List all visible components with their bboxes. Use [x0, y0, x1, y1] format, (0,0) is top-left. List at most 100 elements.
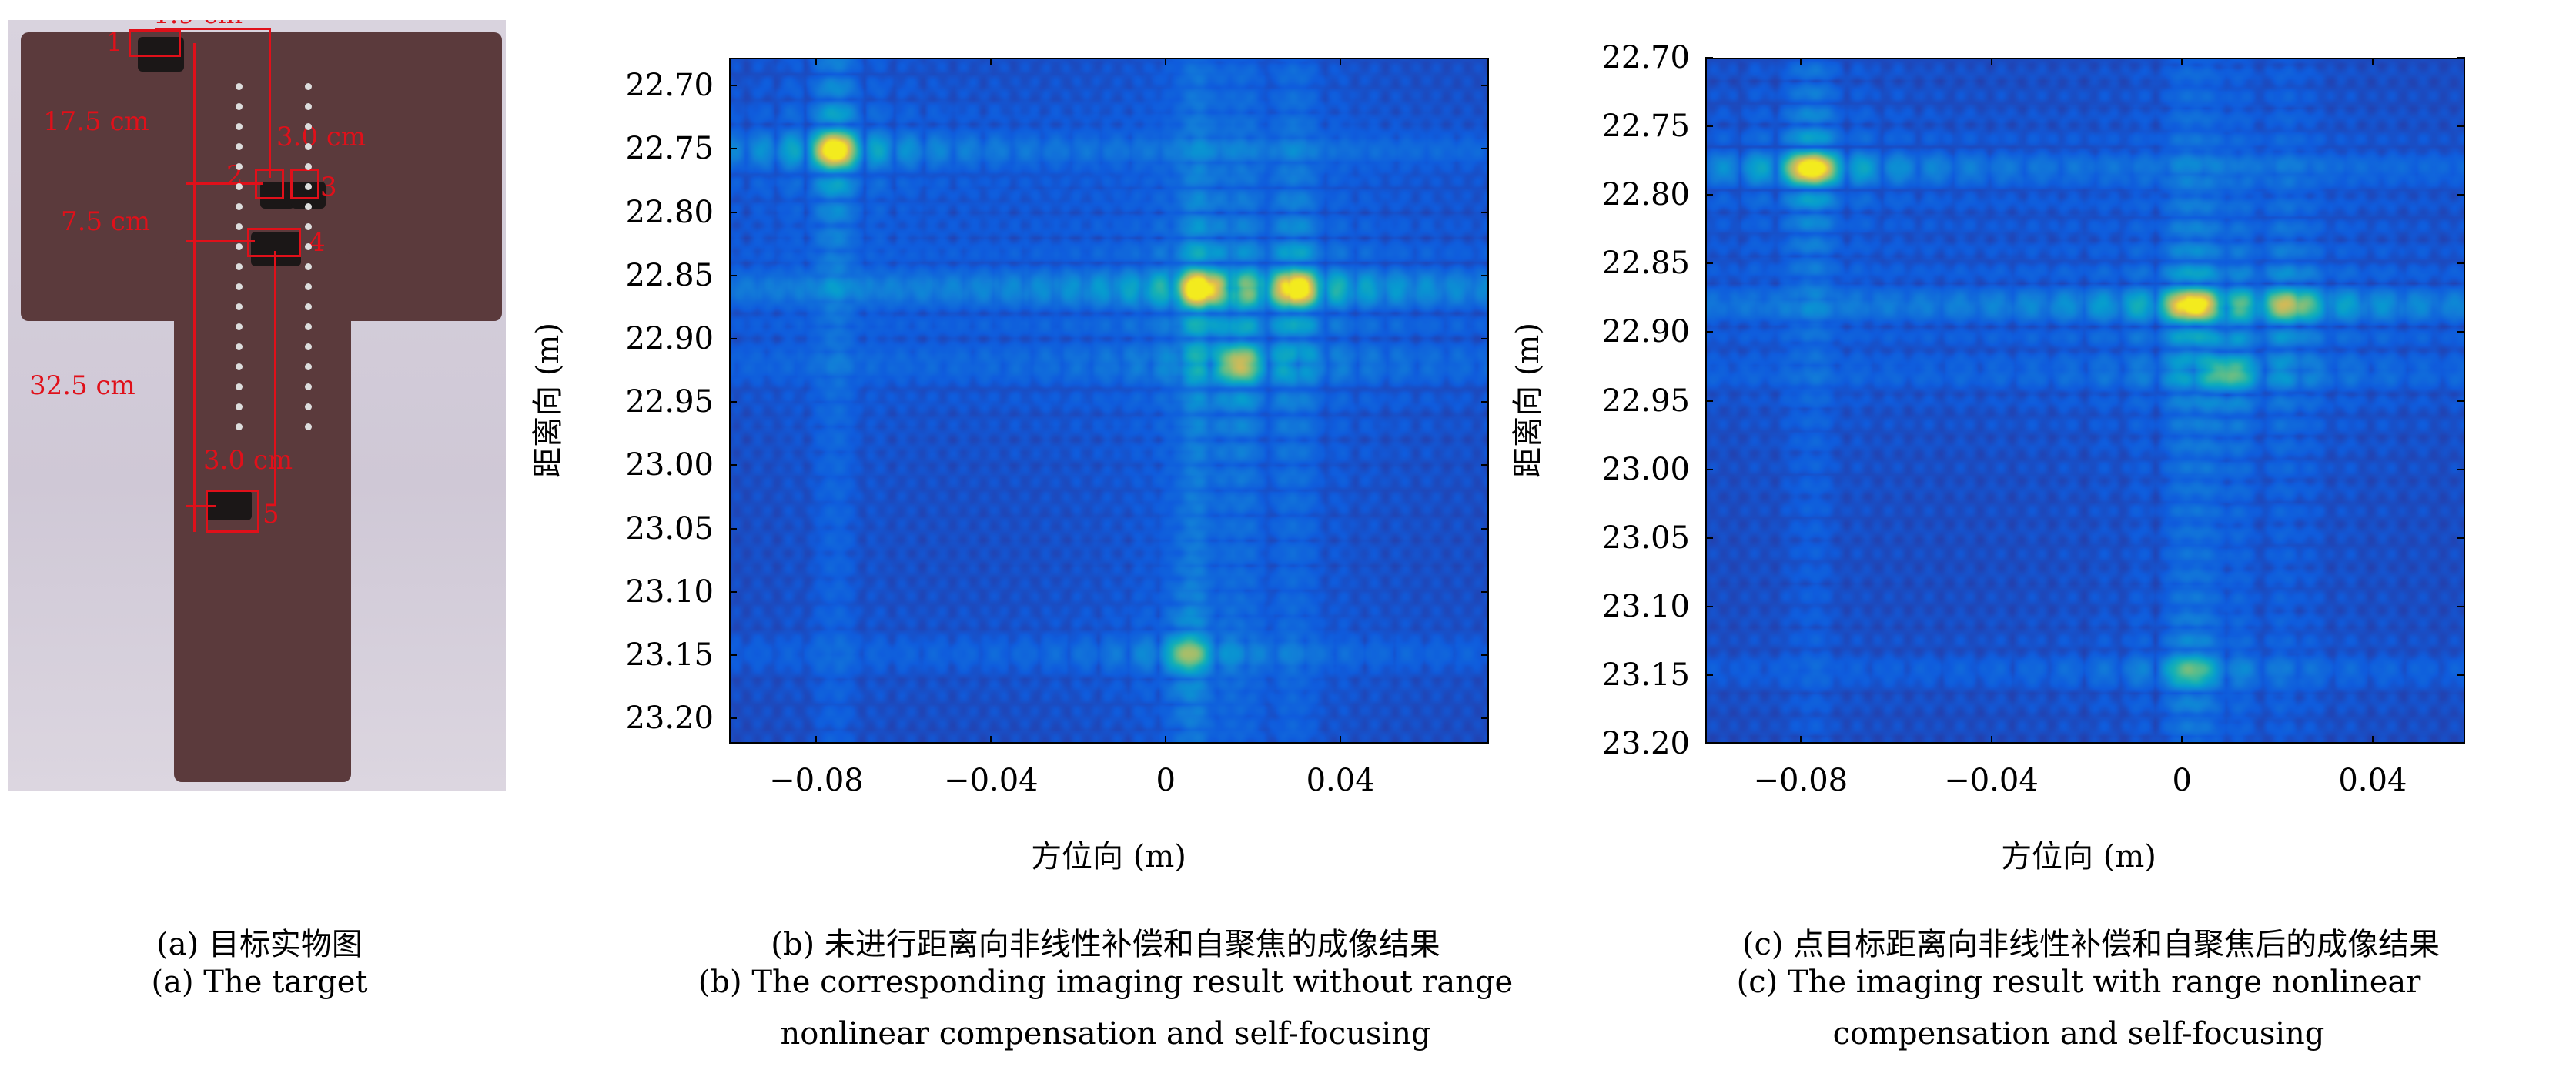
- y-tick-mark: [729, 337, 737, 339]
- caption-c-en-line2: compensation and self-focusing: [1832, 1016, 2325, 1052]
- mounting-hole: [236, 263, 243, 270]
- y-tick-mark: [1705, 400, 1713, 402]
- mounting-hole: [305, 283, 312, 290]
- y-tick-mark: [2457, 57, 2465, 59]
- y-tick-label: 23.05: [1601, 520, 1690, 556]
- mounting-hole: [305, 383, 312, 390]
- y-tick-label: 23.10: [1601, 588, 1690, 624]
- x-tick-mark: [1990, 58, 1992, 65]
- mounting-hole: [305, 263, 312, 270]
- heatmap-plot-area: [1705, 58, 2465, 744]
- y-tick-label: 22.80: [625, 194, 714, 230]
- y-axis-label: 距离向 (m): [530, 323, 566, 478]
- y-tick-mark: [1481, 211, 1489, 213]
- y-tick-mark: [729, 464, 737, 466]
- y-tick-mark: [729, 654, 737, 656]
- y-tick-mark: [1481, 401, 1489, 403]
- mounting-hole: [236, 143, 243, 150]
- y-tick-mark: [2457, 262, 2465, 265]
- heatmap-image: [731, 59, 1487, 742]
- corner-reflector-2: [260, 182, 295, 209]
- x-tick-mark: [2371, 58, 2374, 65]
- mounting-hole: [305, 303, 312, 310]
- target-number: 4: [309, 227, 326, 258]
- caption-b-en-line2: nonlinear compensation and self-focusing: [780, 1016, 1431, 1052]
- mounting-hole: [236, 303, 243, 310]
- mounting-hole: [305, 223, 312, 230]
- mounting-hole: [305, 323, 312, 330]
- y-tick-label: 22.70: [625, 68, 714, 104]
- mounting-hole: [236, 203, 243, 210]
- y-tick-mark: [2457, 331, 2465, 333]
- y-tick-mark: [729, 717, 737, 720]
- x-tick-label: −0.08: [1753, 763, 1848, 798]
- x-tick-mark: [1799, 58, 1802, 65]
- mounting-hole: [305, 243, 312, 250]
- mounting-hole: [305, 403, 312, 410]
- y-tick-mark: [2457, 468, 2465, 470]
- mounting-hole: [305, 123, 312, 130]
- y-tick-mark: [1705, 262, 1713, 265]
- y-tick-mark: [2457, 194, 2465, 196]
- caption-b-cn: (b) 未进行距离向非线性补偿和自聚焦的成像结果: [771, 927, 1440, 962]
- caption-a-cn: (a) 目标实物图: [156, 927, 363, 962]
- x-tick-mark: [2181, 736, 2183, 744]
- mounting-hole: [305, 163, 312, 170]
- y-tick-label: 23.00: [625, 447, 714, 483]
- y-tick-mark: [729, 527, 737, 530]
- mounting-hole: [236, 403, 243, 410]
- y-tick-mark: [1705, 57, 1713, 59]
- y-tick-label: 22.70: [1601, 40, 1690, 75]
- x-tick-mark: [1340, 58, 1342, 65]
- y-tick-label: 22.75: [1601, 109, 1690, 145]
- y-tick-mark: [1481, 148, 1489, 150]
- y-tick-mark: [1705, 605, 1713, 607]
- dimension-line: [274, 251, 276, 505]
- y-tick-label: 23.15: [1601, 657, 1690, 693]
- y-tick-mark: [729, 590, 737, 593]
- y-tick-label: 23.15: [625, 637, 714, 673]
- dimension-line: [186, 182, 263, 185]
- y-tick-mark: [2457, 400, 2465, 402]
- heatmap-image: [1707, 59, 2464, 742]
- caption-b-en-line1: (b) The corresponding imaging result wit…: [698, 965, 1514, 1000]
- y-tick-mark: [1705, 743, 1713, 744]
- target-box-3: [290, 169, 319, 199]
- x-tick-mark: [1799, 736, 1802, 744]
- mounting-hole: [236, 283, 243, 290]
- x-tick-mark: [1165, 736, 1167, 744]
- x-tick-mark: [815, 736, 818, 744]
- x-axis-label: 方位向 (m): [1031, 839, 1186, 874]
- dimension-label: 32.5 cm: [29, 370, 135, 401]
- y-tick-mark: [1481, 337, 1489, 339]
- dimension-line: [155, 28, 270, 30]
- x-tick-mark: [815, 58, 818, 65]
- dimension-line: [269, 28, 271, 178]
- mounting-hole: [305, 203, 312, 210]
- mounting-hole: [305, 103, 312, 110]
- mounting-hole: [236, 423, 243, 430]
- y-tick-label: 22.85: [1601, 246, 1690, 282]
- y-tick-label: 22.80: [1601, 177, 1690, 213]
- mounting-hole: [236, 323, 243, 330]
- x-tick-mark: [990, 58, 992, 65]
- mounting-hole: [236, 123, 243, 130]
- target-box-1: [129, 29, 181, 57]
- dimension-line: [186, 505, 216, 507]
- mounting-hole: [305, 363, 312, 370]
- y-tick-mark: [1705, 468, 1713, 470]
- y-tick-mark: [1705, 674, 1713, 676]
- dimension-line: [186, 240, 255, 242]
- x-tick-label: 0: [2172, 763, 2192, 798]
- y-tick-mark: [1705, 194, 1713, 196]
- y-tick-mark: [1705, 125, 1713, 128]
- y-tick-mark: [1481, 85, 1489, 87]
- x-tick-label: −0.08: [769, 763, 864, 798]
- x-tick-label: 0.04: [1306, 763, 1375, 798]
- y-tick-mark: [1705, 537, 1713, 539]
- dimension-label: 3.0 cm: [276, 122, 366, 152]
- y-tick-mark: [1481, 527, 1489, 530]
- mounting-hole: [236, 363, 243, 370]
- mounting-hole: [305, 83, 312, 90]
- x-axis-label: 方位向 (m): [2001, 839, 2156, 874]
